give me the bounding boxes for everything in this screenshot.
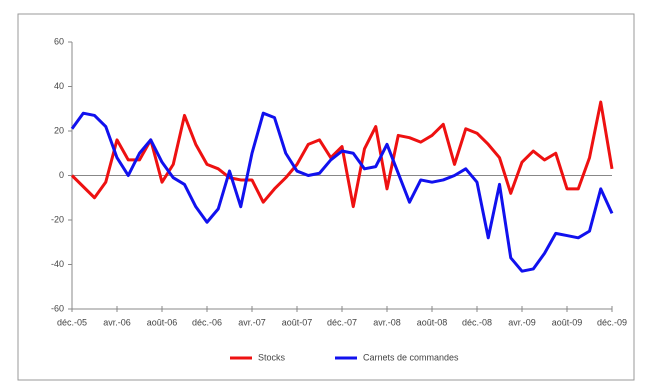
y-tick-label: -40 [51,259,64,269]
x-tick-label: avr.-06 [103,317,131,327]
x-tick-label: avr.-09 [508,317,536,327]
x-tick-label: déc.-07 [327,317,357,327]
x-tick-label: déc.-05 [57,317,87,327]
chart-frame [17,13,635,381]
y-tick-label: -60 [51,303,64,313]
x-tick-label: août-06 [147,317,178,327]
y-tick-label: 60 [54,36,64,46]
x-tick-label: déc.-08 [462,317,492,327]
series-line [70,111,614,273]
y-tick-label: 0 [59,170,64,180]
x-tick-label: déc.-09 [597,317,627,327]
x-tick-label: avr.-08 [373,317,401,327]
x-tick-label: août-09 [552,317,583,327]
y-tick-label: 40 [54,81,64,91]
x-tick-label: août-08 [417,317,448,327]
x-tick-label: août-07 [282,317,313,327]
y-tick-label: 20 [54,125,64,135]
legend-label: Stocks [258,352,286,362]
x-tick-label: déc.-06 [192,317,222,327]
series-line [70,100,614,209]
legend-label: Carnets de commandes [363,352,459,362]
y-tick-label: -20 [51,214,64,224]
x-tick-label: avr.-07 [238,317,266,327]
